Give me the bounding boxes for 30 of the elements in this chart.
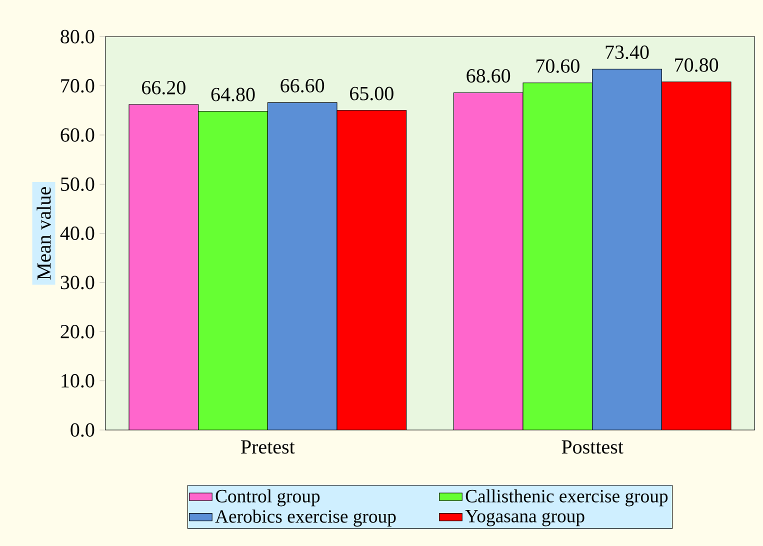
data-label: 73.40 <box>606 45 649 60</box>
y-tick-label: 40.0 <box>60 226 94 240</box>
y-tick-label: 50.0 <box>61 177 94 191</box>
legend-label: Control group <box>216 489 320 506</box>
data-label: 70.80 <box>675 58 718 72</box>
bar <box>592 68 662 430</box>
x-tick-label: Posttest <box>562 440 624 454</box>
data-label: 68.60 <box>466 69 510 83</box>
data-label: 66.60 <box>280 78 324 93</box>
data-label: 65.00 <box>350 86 394 100</box>
y-axis-title: Mean value <box>36 187 51 280</box>
y-tick-label: 60.0 <box>60 128 94 142</box>
x-tick-label: Pretest <box>241 440 295 454</box>
data-label: 70.60 <box>536 59 580 73</box>
y-tick-label: 80.0 <box>60 30 94 44</box>
y-tick-label: 70.0 <box>61 79 94 93</box>
y-tick-label: 20.0 <box>60 324 94 338</box>
bar <box>198 111 268 430</box>
bar <box>336 110 407 430</box>
bar <box>661 82 732 430</box>
data-label: 64.80 <box>211 88 255 102</box>
legend-label: Callisthenic exercise group <box>466 489 668 506</box>
y-tick-label: 0.0 <box>70 423 94 437</box>
bar <box>522 82 593 430</box>
y-tick-label: 10.0 <box>62 374 94 388</box>
legend-label: Yogasana group <box>465 510 584 526</box>
legend-label: Aerobics exercise group <box>215 510 396 527</box>
bar <box>267 102 338 430</box>
y-tick-label: 30.0 <box>60 276 94 290</box>
data-label: 66.20 <box>142 80 186 94</box>
